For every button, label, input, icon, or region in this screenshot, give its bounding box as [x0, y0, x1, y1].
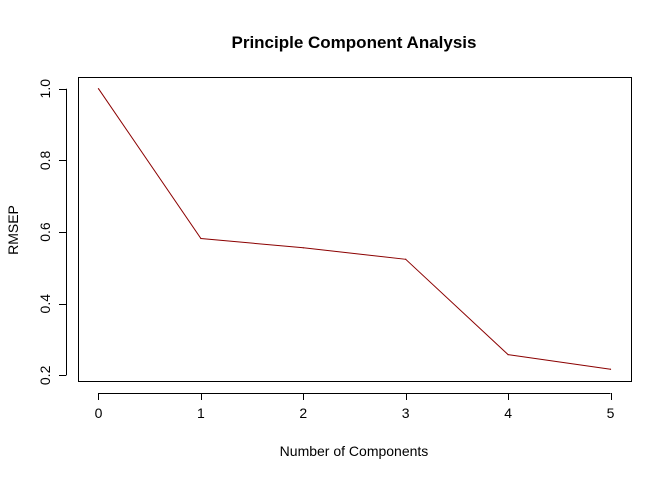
x-tick-label: 0	[95, 405, 103, 421]
y-tick-label: 0.8	[37, 150, 53, 170]
rmsep-data-point	[405, 258, 407, 260]
plot-area-border	[78, 77, 632, 382]
x-tick-label: 5	[607, 405, 615, 421]
y-axis-label: RMSEP	[5, 205, 21, 255]
rmsep-data-point	[302, 247, 304, 249]
chart-title: Principle Component Analysis	[232, 33, 477, 52]
x-tick-label: 2	[299, 405, 307, 421]
x-tick-label: 3	[402, 405, 410, 421]
series-layer	[97, 88, 612, 370]
rmsep-data-point	[97, 88, 100, 90]
x-axis: 0 1 2 3 4 5	[95, 393, 615, 421]
rmsep-data-point	[200, 237, 202, 240]
y-axis: 0.2 0.4 0.6 0.8 1.0	[37, 79, 67, 385]
y-tick-label: 0.2	[37, 365, 53, 385]
rmsep-series-line	[98, 88, 611, 370]
rmsep-data-point	[609, 368, 612, 370]
x-tick-label: 1	[197, 405, 205, 421]
rmsep-data-point	[507, 353, 509, 356]
y-tick-label: 0.4	[37, 294, 53, 314]
x-axis-label: Number of Components	[280, 443, 429, 459]
y-tick-label: 0.6	[37, 222, 53, 242]
x-tick-label: 4	[504, 405, 512, 421]
y-tick-label: 1.0	[37, 79, 53, 99]
